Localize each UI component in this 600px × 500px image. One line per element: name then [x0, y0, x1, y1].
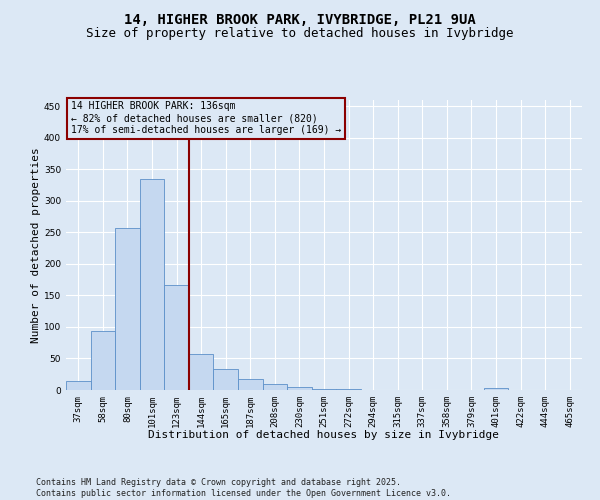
Bar [164, 284, 189, 390]
Bar [484, 388, 508, 390]
Y-axis label: Number of detached properties: Number of detached properties [31, 147, 41, 343]
Bar [189, 354, 214, 390]
Text: Contains HM Land Registry data © Crown copyright and database right 2025.
Contai: Contains HM Land Registry data © Crown c… [36, 478, 451, 498]
Bar [214, 369, 238, 390]
Text: Size of property relative to detached houses in Ivybridge: Size of property relative to detached ho… [86, 28, 514, 40]
Bar [263, 384, 287, 390]
Text: 14, HIGHER BROOK PARK, IVYBRIDGE, PL21 9UA: 14, HIGHER BROOK PARK, IVYBRIDGE, PL21 9… [124, 12, 476, 26]
Bar [312, 388, 336, 390]
Bar [66, 381, 91, 390]
X-axis label: Distribution of detached houses by size in Ivybridge: Distribution of detached houses by size … [149, 430, 499, 440]
Text: 14 HIGHER BROOK PARK: 136sqm
← 82% of detached houses are smaller (820)
17% of s: 14 HIGHER BROOK PARK: 136sqm ← 82% of de… [71, 102, 341, 134]
Bar [91, 332, 115, 390]
Bar [115, 228, 140, 390]
Bar [287, 387, 312, 390]
Bar [238, 378, 263, 390]
Bar [140, 179, 164, 390]
